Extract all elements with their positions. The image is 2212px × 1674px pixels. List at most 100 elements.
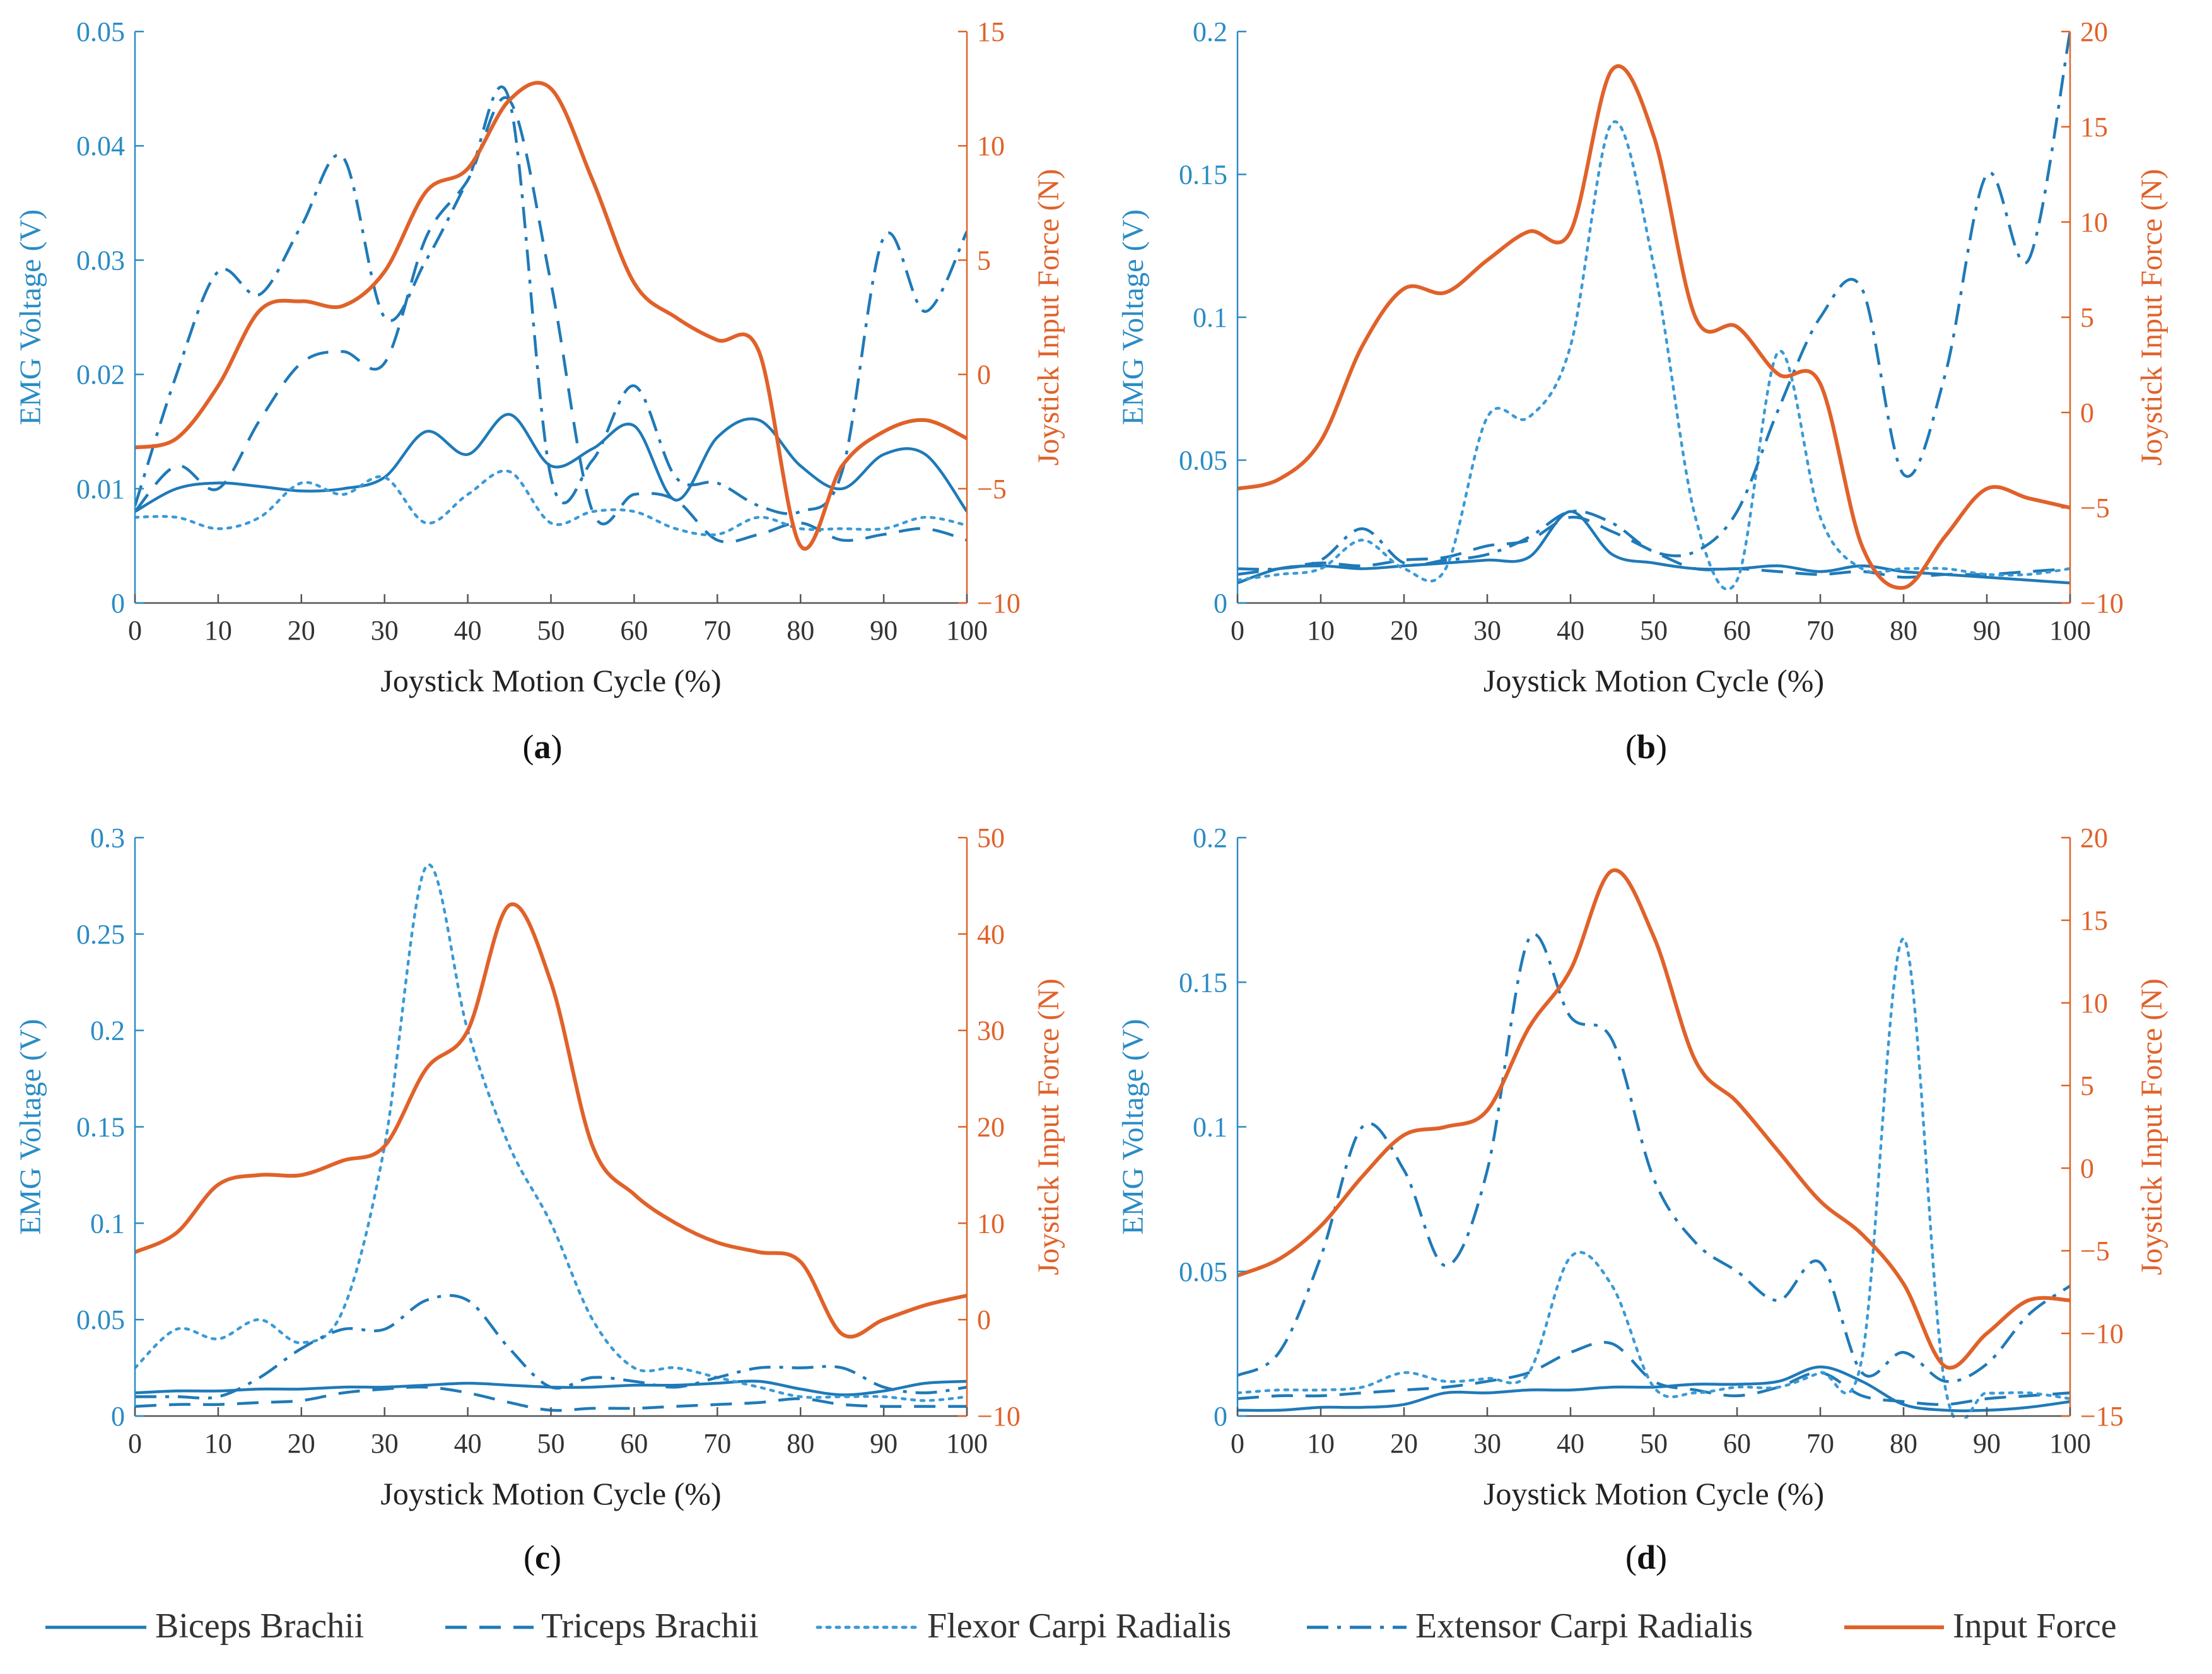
legend-label-flexor-carpi-radialis: Flexor Carpi Radialis (927, 1607, 1231, 1646)
left-tick-label: 0.15 (1179, 160, 1227, 190)
x-tick-label: 100 (946, 1428, 988, 1459)
left-tick-label: 0 (1214, 588, 1227, 619)
right-tick-label: 10 (977, 131, 1005, 161)
y-axis-title-right: Joystick Input Force (N) (2135, 978, 2168, 1275)
series-group (1238, 868, 2070, 1419)
series-line-triceps-brachii (135, 96, 967, 544)
panel-caption: (d) (1625, 1538, 1667, 1576)
x-tick-label: 100 (2049, 615, 2091, 646)
x-tick-label: 50 (537, 615, 565, 646)
x-tick-label: 70 (703, 615, 731, 646)
right-tick-label: 0 (2080, 397, 2094, 428)
x-tick-label: 90 (870, 1428, 898, 1459)
left-tick-label: 0.1 (90, 1208, 125, 1239)
left-tick-label: 0.25 (76, 919, 125, 950)
series-line-flexor-carpi-radialis (135, 863, 967, 1402)
y-axis-title-left: EMG Voltage (V) (14, 1019, 47, 1234)
series-group (135, 81, 967, 551)
caption-letter: a (534, 728, 551, 766)
x-tick-label: 70 (1806, 615, 1834, 646)
x-tick-label: 20 (1390, 615, 1418, 646)
x-axis-title: Joystick Motion Cycle (%) (1483, 1476, 1824, 1511)
right-tick-label: 40 (977, 919, 1005, 950)
y-axis-title-left: EMG Voltage (V) (1116, 209, 1150, 425)
panel-caption: (a) (523, 728, 563, 766)
series-line-flexor-carpi-radialis (135, 469, 967, 537)
left-tick-label: 0.02 (76, 360, 125, 390)
right-tick-label: −10 (977, 588, 1021, 619)
x-tick-label: 90 (1973, 615, 2001, 646)
x-tick-label: 60 (620, 615, 648, 646)
chart-panel-a: 0 10 20 30 40 50 60 70 80 90 10000.010.020.030.040… (14, 16, 1065, 766)
x-tick-label: 60 (620, 1428, 648, 1459)
x-tick-label: 20 (288, 615, 315, 646)
right-tick-label: −5 (977, 474, 1007, 505)
x-tick-label: 0 (1231, 1428, 1244, 1459)
left-tick-label: 0.3 (90, 822, 125, 853)
right-tick-label: 5 (2080, 302, 2094, 333)
caption-letter: b (1637, 728, 1656, 766)
right-tick-label: 0 (977, 1304, 991, 1335)
right-tick-label: 15 (2080, 905, 2108, 936)
left-tick-label: 0 (111, 1401, 125, 1432)
series-line-input-force (135, 81, 967, 551)
left-tick-label: 0.01 (76, 474, 125, 505)
x-tick-label: 30 (1473, 1428, 1501, 1459)
right-tick-label: 10 (2080, 207, 2108, 238)
right-tick-label: −10 (2080, 588, 2124, 619)
left-tick-label: 0 (1214, 1401, 1227, 1432)
series-line-extensor-carpi-radialis (135, 1294, 967, 1400)
y-axis-title-right: Joystick Input Force (N) (2135, 169, 2168, 466)
caption-paren-open: ( (1625, 728, 1637, 766)
legend-label-triceps-brachii: Triceps Brachii (541, 1607, 759, 1646)
x-tick-label: 40 (1557, 615, 1584, 646)
legend-label-input-force: Input Force (1953, 1607, 2117, 1646)
caption-paren-close: ) (1656, 1538, 1667, 1576)
x-tick-label: 10 (1307, 615, 1335, 646)
x-tick-label: 50 (537, 1428, 565, 1459)
x-tick-label: 10 (204, 1428, 232, 1459)
left-tick-label: 0.05 (76, 16, 125, 47)
x-tick-label: 100 (946, 615, 988, 646)
right-tick-label: 20 (977, 1112, 1005, 1143)
x-tick-label: 0 (128, 615, 142, 646)
y-axis-title-left: EMG Voltage (V) (1116, 1019, 1150, 1234)
x-tick-label: 50 (1640, 1428, 1668, 1459)
chart-panel-b: 0 10 20 30 40 50 60 70 80 90 10000.050.10.150.2−10… (1116, 16, 2168, 766)
x-tick-label: 20 (288, 1428, 315, 1459)
right-tick-label: −5 (2080, 1236, 2110, 1267)
y-axis-title-left: EMG Voltage (V) (14, 209, 47, 425)
right-tick-label: 50 (977, 822, 1005, 853)
series-line-biceps-brachii (135, 413, 967, 513)
caption-paren-open: ( (1625, 1538, 1637, 1576)
caption-paren-close: ) (1656, 728, 1667, 766)
left-tick-label: 0.03 (76, 245, 125, 276)
legend: Biceps Brachii Triceps Brachii Flexor Carp… (45, 1607, 2117, 1646)
right-tick-label: 15 (977, 16, 1005, 47)
x-tick-label: 80 (1890, 1428, 1917, 1459)
panel-caption: (b) (1625, 728, 1667, 766)
left-tick-label: 0.05 (1179, 445, 1227, 476)
x-tick-label: 20 (1390, 1428, 1418, 1459)
series-line-input-force (135, 902, 967, 1339)
x-tick-label: 10 (204, 615, 232, 646)
legend-label-extensor-carpi-radialis: Extensor Carpi Radialis (1415, 1607, 1753, 1646)
x-tick-label: 30 (371, 1428, 399, 1459)
series-line-flexor-carpi-radialis (1238, 120, 2070, 591)
right-tick-label: 15 (2080, 112, 2108, 143)
left-tick-label: 0.2 (90, 1016, 125, 1046)
series-line-input-force (1238, 868, 2070, 1370)
x-tick-label: 60 (1723, 615, 1751, 646)
series-line-triceps-brachii (1238, 1340, 2070, 1407)
left-tick-label: 0.15 (76, 1112, 125, 1143)
x-tick-label: 90 (870, 615, 898, 646)
x-tick-label: 70 (1806, 1428, 1834, 1459)
chart-panel-c: 0 10 20 30 40 50 60 70 80 90 10000.050.10.150.20.2… (14, 822, 1065, 1576)
left-tick-label: 0.05 (1179, 1256, 1227, 1287)
x-axis-title: Joystick Motion Cycle (%) (380, 663, 721, 698)
x-tick-label: 10 (1307, 1428, 1335, 1459)
x-tick-label: 60 (1723, 1428, 1751, 1459)
y-axis-title-right: Joystick Input Force (N) (1032, 978, 1065, 1275)
chart-panel-d: 0 10 20 30 40 50 60 70 80 90 10000.050.10.150.2−15… (1116, 822, 2168, 1576)
